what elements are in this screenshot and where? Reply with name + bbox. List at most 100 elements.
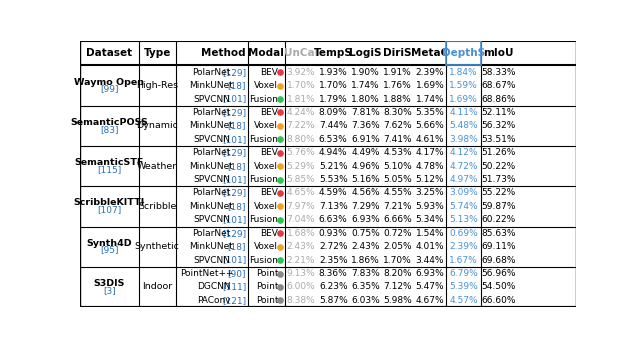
Text: BEV: BEV: [260, 229, 278, 238]
Text: 5.39%: 5.39%: [449, 283, 478, 292]
Text: Voxel: Voxel: [254, 121, 278, 130]
Text: PointNet++: PointNet++: [180, 269, 233, 278]
Text: 5.93%: 5.93%: [415, 202, 444, 211]
Text: 4.56%: 4.56%: [351, 188, 380, 197]
Text: 6.00%: 6.00%: [287, 283, 316, 292]
Text: 8.80%: 8.80%: [287, 135, 316, 144]
Text: 4.96%: 4.96%: [351, 162, 380, 171]
Text: SPVCNN: SPVCNN: [193, 135, 230, 144]
Text: 1.69%: 1.69%: [415, 81, 444, 90]
Text: [101]: [101]: [222, 215, 246, 224]
Text: [101]: [101]: [222, 175, 246, 184]
Text: 7.04%: 7.04%: [287, 215, 316, 224]
Text: 1.91%: 1.91%: [383, 68, 412, 77]
Text: 3.98%: 3.98%: [449, 135, 478, 144]
Text: [107]: [107]: [97, 205, 122, 214]
Text: Weather: Weather: [137, 162, 177, 171]
Text: 1.68%: 1.68%: [287, 229, 316, 238]
Text: [115]: [115]: [97, 165, 122, 174]
Text: 8.36%: 8.36%: [319, 269, 348, 278]
Text: 1.79%: 1.79%: [319, 95, 348, 103]
Text: SPVCNN: SPVCNN: [193, 175, 230, 184]
Text: DiriS: DiriS: [383, 48, 412, 58]
Text: 0.93%: 0.93%: [319, 229, 348, 238]
Text: 1.69%: 1.69%: [449, 95, 478, 103]
Text: 7.62%: 7.62%: [383, 121, 412, 130]
Text: 1.70%: 1.70%: [383, 256, 412, 265]
Text: MinkUNet: MinkUNet: [189, 81, 233, 90]
Text: 6.93%: 6.93%: [415, 269, 444, 278]
Text: [101]: [101]: [222, 256, 246, 265]
Text: Voxel: Voxel: [254, 81, 278, 90]
Text: 7.36%: 7.36%: [351, 121, 380, 130]
Text: 5.74%: 5.74%: [449, 202, 477, 211]
Text: 1.80%: 1.80%: [351, 95, 380, 103]
Text: 1.67%: 1.67%: [449, 256, 478, 265]
Text: 68.86%: 68.86%: [481, 95, 515, 103]
Text: [18]: [18]: [228, 81, 246, 90]
Text: 5.16%: 5.16%: [351, 175, 380, 184]
Text: ScribbleKITTI: ScribbleKITTI: [74, 198, 145, 207]
Text: 2.21%: 2.21%: [287, 256, 316, 265]
Text: 51.73%: 51.73%: [481, 175, 515, 184]
Text: 1.84%: 1.84%: [449, 68, 477, 77]
Text: 54.50%: 54.50%: [481, 283, 515, 292]
Text: 69.68%: 69.68%: [481, 256, 515, 265]
Text: 2.05%: 2.05%: [383, 242, 412, 251]
Text: 7.97%: 7.97%: [287, 202, 316, 211]
Text: PolarNet: PolarNet: [192, 229, 230, 238]
Text: 2.43%: 2.43%: [351, 242, 380, 251]
Text: 7.81%: 7.81%: [351, 108, 380, 117]
Text: 4.24%: 4.24%: [287, 108, 315, 117]
Text: 7.13%: 7.13%: [319, 202, 348, 211]
Text: BEV: BEV: [260, 188, 278, 197]
Text: 5.47%: 5.47%: [415, 283, 444, 292]
Text: BEV: BEV: [260, 68, 278, 77]
Text: 5.66%: 5.66%: [415, 121, 444, 130]
Text: Indoor: Indoor: [142, 283, 172, 292]
Text: PolarNet: PolarNet: [192, 188, 230, 197]
Text: [129]: [129]: [222, 148, 246, 157]
Text: 85.63%: 85.63%: [481, 229, 515, 238]
Text: 0.72%: 0.72%: [383, 229, 412, 238]
Text: 8.30%: 8.30%: [383, 108, 412, 117]
Text: Fusion: Fusion: [250, 215, 278, 224]
Text: MinkUNet: MinkUNet: [189, 202, 233, 211]
Text: 3.44%: 3.44%: [415, 256, 444, 265]
Text: Synth4D: Synth4D: [86, 239, 132, 248]
Text: Voxel: Voxel: [254, 242, 278, 251]
Text: 7.41%: 7.41%: [383, 135, 412, 144]
Text: 6.93%: 6.93%: [351, 215, 380, 224]
Text: SPVCNN: SPVCNN: [193, 95, 230, 103]
Text: 4.53%: 4.53%: [383, 148, 412, 157]
Text: 7.21%: 7.21%: [383, 202, 412, 211]
Text: 53.51%: 53.51%: [481, 135, 515, 144]
Text: Voxel: Voxel: [254, 162, 278, 171]
Text: [18]: [18]: [228, 162, 246, 171]
Text: 1.86%: 1.86%: [351, 256, 380, 265]
Text: 1.70%: 1.70%: [319, 81, 348, 90]
Text: [18]: [18]: [228, 242, 246, 251]
Text: [101]: [101]: [222, 95, 246, 103]
Text: 56.32%: 56.32%: [481, 121, 515, 130]
Text: Point: Point: [256, 283, 278, 292]
Text: PolarNet: PolarNet: [192, 68, 230, 77]
Text: High-Res: High-Res: [136, 81, 178, 90]
Text: 5.53%: 5.53%: [319, 175, 348, 184]
Text: 56.96%: 56.96%: [481, 269, 515, 278]
Text: Modal: Modal: [248, 48, 284, 58]
Text: 4.11%: 4.11%: [449, 108, 477, 117]
Text: 1.70%: 1.70%: [287, 81, 316, 90]
Text: 4.55%: 4.55%: [383, 188, 412, 197]
Text: 51.26%: 51.26%: [481, 148, 515, 157]
Text: DepthS: DepthS: [442, 48, 485, 58]
Text: [18]: [18]: [228, 121, 246, 130]
Text: 8.09%: 8.09%: [319, 108, 348, 117]
Text: 8.38%: 8.38%: [287, 296, 316, 305]
Text: 8.20%: 8.20%: [383, 269, 412, 278]
Text: 4.78%: 4.78%: [415, 162, 444, 171]
Text: PolarNet: PolarNet: [192, 108, 230, 117]
Text: 3.92%: 3.92%: [287, 68, 316, 77]
Text: 7.22%: 7.22%: [287, 121, 316, 130]
Text: 1.59%: 1.59%: [449, 81, 478, 90]
